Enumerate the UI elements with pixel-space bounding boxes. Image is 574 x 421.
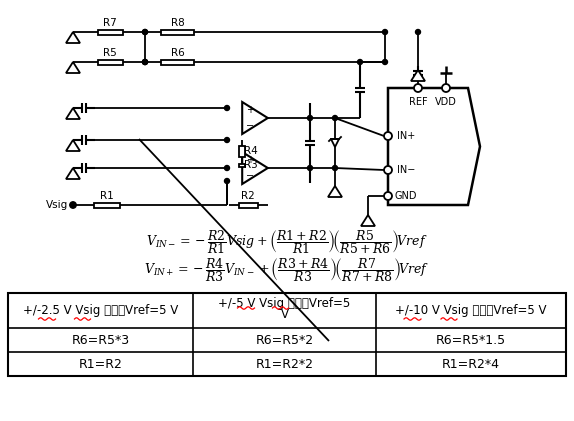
Circle shape xyxy=(416,29,421,35)
Polygon shape xyxy=(242,152,268,184)
Circle shape xyxy=(142,29,148,35)
Polygon shape xyxy=(66,62,80,73)
Circle shape xyxy=(358,59,363,64)
Circle shape xyxy=(71,203,76,208)
Text: REF: REF xyxy=(409,97,427,107)
Text: R1=R2*2: R1=R2*2 xyxy=(255,357,313,370)
Polygon shape xyxy=(66,168,80,179)
Circle shape xyxy=(414,84,422,92)
Polygon shape xyxy=(388,88,480,205)
Text: R1: R1 xyxy=(100,191,114,201)
Bar xyxy=(98,59,122,64)
Bar xyxy=(239,203,258,208)
Polygon shape xyxy=(331,139,339,147)
Text: IN−: IN− xyxy=(397,165,415,175)
Text: R1=R2: R1=R2 xyxy=(79,357,122,370)
Bar xyxy=(98,29,122,35)
Circle shape xyxy=(224,106,230,110)
Text: R7: R7 xyxy=(103,18,117,28)
Circle shape xyxy=(308,115,312,120)
Text: R6=R5*2: R6=R5*2 xyxy=(255,333,313,346)
Circle shape xyxy=(142,29,148,35)
Text: R2: R2 xyxy=(241,191,254,201)
Circle shape xyxy=(224,179,230,184)
Text: IN+: IN+ xyxy=(397,131,415,141)
Text: R1=R2*4: R1=R2*4 xyxy=(442,357,500,370)
Text: $V_{IN-} = -\dfrac{R2}{R1}Vsig + \left(\dfrac{R1+R2}{R1}\right)\!\left(\dfrac{R5: $V_{IN-} = -\dfrac{R2}{R1}Vsig + \left(\… xyxy=(146,228,428,256)
Text: +: + xyxy=(246,105,254,115)
Text: $V_{IN+} = -\dfrac{R4}{R3}V_{IN-} + \left(\dfrac{R3+R4}{R3}\right)\!\left(\dfrac: $V_{IN+} = -\dfrac{R4}{R3}V_{IN-} + \lef… xyxy=(145,256,429,284)
Polygon shape xyxy=(66,140,80,151)
Bar xyxy=(161,59,194,64)
Circle shape xyxy=(142,59,148,64)
Circle shape xyxy=(224,138,230,142)
Circle shape xyxy=(70,202,76,208)
Text: +/-5 V Vsig 范围，Vref=5: +/-5 V Vsig 范围，Vref=5 xyxy=(218,296,351,309)
Circle shape xyxy=(308,165,312,171)
Polygon shape xyxy=(328,186,342,197)
Text: +: + xyxy=(246,155,254,165)
Polygon shape xyxy=(66,108,80,119)
Polygon shape xyxy=(361,215,375,226)
Text: R3: R3 xyxy=(244,160,258,170)
Text: −: − xyxy=(246,121,254,131)
Polygon shape xyxy=(242,102,268,134)
Circle shape xyxy=(332,115,338,120)
Circle shape xyxy=(382,29,387,35)
Bar xyxy=(239,163,245,166)
Bar xyxy=(94,203,120,208)
Text: Vsig: Vsig xyxy=(46,200,68,210)
Circle shape xyxy=(384,132,392,140)
Bar xyxy=(8,293,566,376)
Text: R6: R6 xyxy=(170,48,184,58)
Polygon shape xyxy=(411,70,425,81)
Polygon shape xyxy=(66,32,80,43)
Text: R8: R8 xyxy=(170,18,184,28)
Text: R6=R5*3: R6=R5*3 xyxy=(71,333,130,346)
Text: −: − xyxy=(246,171,254,181)
Bar xyxy=(239,146,245,157)
Bar xyxy=(161,29,194,35)
Text: V: V xyxy=(281,309,289,322)
Circle shape xyxy=(142,59,148,64)
Circle shape xyxy=(142,59,148,64)
Circle shape xyxy=(384,166,392,174)
Text: R5: R5 xyxy=(103,48,117,58)
Circle shape xyxy=(442,84,450,92)
Text: R4: R4 xyxy=(244,146,258,156)
Circle shape xyxy=(224,165,230,171)
Text: R6=R5*1.5: R6=R5*1.5 xyxy=(436,333,506,346)
Circle shape xyxy=(332,165,338,171)
Circle shape xyxy=(382,59,387,64)
Circle shape xyxy=(384,192,392,200)
Text: +/-2.5 V Vsig 范围，Vref=5 V: +/-2.5 V Vsig 范围，Vref=5 V xyxy=(23,304,178,317)
Text: VDD: VDD xyxy=(435,97,457,107)
Text: +/-10 V Vsig 范围，Vref=5 V: +/-10 V Vsig 范围，Vref=5 V xyxy=(395,304,547,317)
Text: GND: GND xyxy=(395,191,417,201)
